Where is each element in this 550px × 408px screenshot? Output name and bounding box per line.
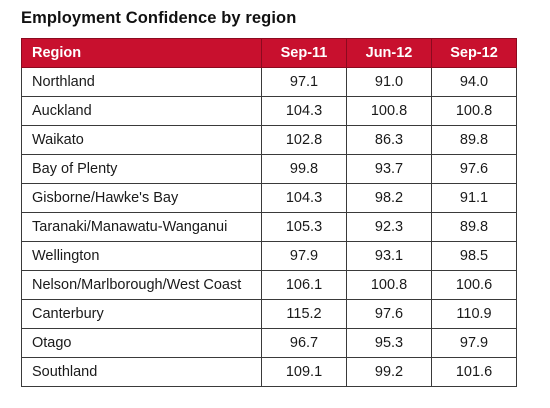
region-cell: Wellington [21,241,262,271]
value-cell: 97.9 [431,328,517,358]
value-cell: 94.0 [431,67,517,97]
table-row: Bay of Plenty 99.8 93.7 97.6 [21,154,517,184]
table-body: Northland 97.1 91.0 94.0 Auckland 104.3 … [21,67,517,387]
value-cell: 99.8 [261,154,347,184]
header-row: Region Sep-11 Jun-12 Sep-12 [21,38,517,68]
value-cell: 97.6 [346,299,432,329]
value-cell: 93.1 [346,241,432,271]
region-cell: Nelson/Marlborough/West Coast [21,270,262,300]
region-cell: Otago [21,328,262,358]
value-cell: 105.3 [261,212,347,242]
value-cell: 104.3 [261,183,347,213]
value-cell: 96.7 [261,328,347,358]
value-cell: 91.0 [346,67,432,97]
value-cell: 92.3 [346,212,432,242]
table-row: Wellington 97.9 93.1 98.5 [21,241,517,271]
region-cell: Northland [21,67,262,97]
table-row: Taranaki/Manawatu-Wanganui 105.3 92.3 89… [21,212,517,242]
value-cell: 106.1 [261,270,347,300]
table-row: Auckland 104.3 100.8 100.8 [21,96,517,126]
region-cell: Southland [21,357,262,387]
value-cell: 104.3 [261,96,347,126]
value-cell: 97.9 [261,241,347,271]
value-cell: 97.6 [431,154,517,184]
table-title: Employment Confidence by region [21,9,297,27]
value-cell: 99.2 [346,357,432,387]
table-row: Waikato 102.8 86.3 89.8 [21,125,517,155]
value-cell: 102.8 [261,125,347,155]
table-header: Region Sep-11 Jun-12 Sep-12 [21,38,517,68]
column-header-region: Region [21,38,262,68]
column-header-sep-12: Sep-12 [431,38,517,68]
region-cell: Gisborne/Hawke's Bay [21,183,262,213]
region-cell: Taranaki/Manawatu-Wanganui [21,212,262,242]
value-cell: 93.7 [346,154,432,184]
value-cell: 86.3 [346,125,432,155]
region-cell: Waikato [21,125,262,155]
value-cell: 100.8 [431,96,517,126]
value-cell: 89.8 [431,125,517,155]
value-cell: 100.8 [346,96,432,126]
value-cell: 100.8 [346,270,432,300]
region-cell: Bay of Plenty [21,154,262,184]
table-row: Gisborne/Hawke's Bay 104.3 98.2 91.1 [21,183,517,213]
value-cell: 89.8 [431,212,517,242]
table-row: Southland 109.1 99.2 101.6 [21,357,517,387]
value-cell: 109.1 [261,357,347,387]
value-cell: 98.2 [346,183,432,213]
table-row: Northland 97.1 91.0 94.0 [21,67,517,97]
table-row: Canterbury 115.2 97.6 110.9 [21,299,517,329]
column-header-sep-11: Sep-11 [261,38,347,68]
employment-confidence-table: Region Sep-11 Jun-12 Sep-12 Northland 97… [21,38,517,387]
value-cell: 100.6 [431,270,517,300]
value-cell: 110.9 [431,299,517,329]
value-cell: 98.5 [431,241,517,271]
table-row: Nelson/Marlborough/West Coast 106.1 100.… [21,270,517,300]
value-cell: 101.6 [431,357,517,387]
table-row: Otago 96.7 95.3 97.9 [21,328,517,358]
region-cell: Auckland [21,96,262,126]
region-cell: Canterbury [21,299,262,329]
value-cell: 115.2 [261,299,347,329]
value-cell: 91.1 [431,183,517,213]
column-header-jun-12: Jun-12 [346,38,432,68]
value-cell: 97.1 [261,67,347,97]
value-cell: 95.3 [346,328,432,358]
